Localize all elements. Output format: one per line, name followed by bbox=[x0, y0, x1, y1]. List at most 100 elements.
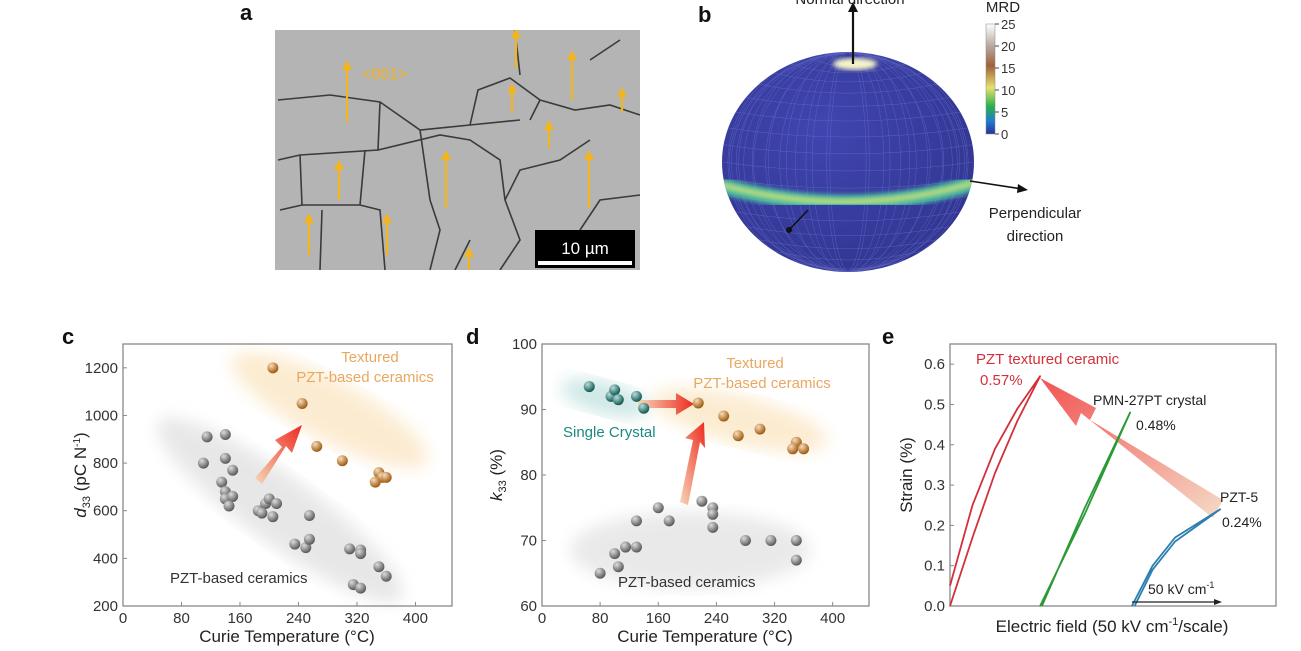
y-tick-label: 0.5 bbox=[924, 396, 945, 413]
x-axis-label-c: Curie Temperature (°C) bbox=[199, 627, 375, 646]
parallel-line bbox=[722, 161, 974, 172]
perpendicular-label-2: direction bbox=[1007, 228, 1064, 245]
x-tick-label: 160 bbox=[227, 610, 252, 627]
y-tick-label: 0.4 bbox=[924, 437, 945, 454]
grain-boundary bbox=[539, 99, 640, 116]
data-point bbox=[790, 554, 802, 566]
strain-loop bbox=[1131, 508, 1222, 607]
x-tick-label: 320 bbox=[762, 610, 787, 627]
meridian-line bbox=[767, 52, 917, 272]
meridian-line bbox=[805, 52, 885, 272]
series-label-red: PZT textured ceramic bbox=[976, 351, 1120, 368]
grain-boundary bbox=[277, 94, 521, 131]
grain-boundary bbox=[454, 239, 471, 270]
trend-arrow-d-horizontal bbox=[638, 393, 694, 415]
arrow-head-icon bbox=[617, 87, 627, 97]
x-tick-label: 240 bbox=[286, 610, 311, 627]
textured-label-2: PZT-based ceramics bbox=[693, 375, 831, 392]
meridian-line bbox=[765, 52, 945, 272]
data-point bbox=[267, 362, 279, 374]
colorbar-tick-label: 10 bbox=[1001, 83, 1015, 98]
data-point bbox=[303, 533, 315, 545]
x-tick-label: 0 bbox=[538, 610, 546, 627]
panel-d: d 0 80 160 240 320 400 60 70 80 90 100 Textured PZ… bbox=[466, 324, 870, 646]
data-point bbox=[707, 521, 719, 533]
x-tick-label: 400 bbox=[820, 610, 845, 627]
panel-label-b: b bbox=[698, 2, 711, 27]
data-point bbox=[369, 476, 381, 488]
data-point bbox=[754, 423, 766, 435]
y-tick-label: 0.3 bbox=[924, 477, 945, 494]
x-axis-label-d: Curie Temperature (°C) bbox=[617, 627, 793, 646]
strain-loop bbox=[949, 375, 1041, 607]
data-point bbox=[787, 443, 799, 455]
parallel-line bbox=[758, 83, 938, 94]
meridian-line bbox=[722, 52, 961, 272]
meridian-line bbox=[738, 52, 943, 272]
colorbar-tick-label: 5 bbox=[1001, 105, 1008, 120]
panel-label-a: a bbox=[240, 0, 253, 25]
x-axis-label-e: Electric field (50 kV cm-1/scale) bbox=[996, 616, 1229, 636]
panel-b: b Normal direction Perpendicular directi… bbox=[698, 0, 1081, 272]
grain-boundary bbox=[469, 77, 542, 126]
y-tick-label: 400 bbox=[93, 550, 118, 567]
arrow-head-icon bbox=[567, 50, 577, 60]
data-point bbox=[256, 507, 268, 519]
parallel-line bbox=[773, 72, 923, 83]
grain-boundary bbox=[504, 139, 591, 201]
data-point bbox=[355, 548, 367, 560]
data-point bbox=[303, 509, 315, 521]
pzt-label: PZT-based ceramics bbox=[618, 574, 756, 591]
data-point bbox=[197, 457, 209, 469]
data-point bbox=[612, 561, 624, 573]
colorbar-title: MRD bbox=[986, 0, 1020, 16]
grain-boundary bbox=[319, 209, 323, 270]
y-tick-label: 1000 bbox=[85, 407, 118, 424]
data-point bbox=[311, 440, 323, 452]
series-value-green: 0.48% bbox=[1136, 417, 1176, 433]
data-point bbox=[732, 430, 744, 442]
scale-bar bbox=[538, 261, 632, 265]
data-point bbox=[798, 443, 810, 455]
meridian-line bbox=[795, 52, 910, 272]
trend-arrow-d-vertical bbox=[680, 422, 705, 505]
y-tick-label: 90 bbox=[520, 402, 537, 419]
y-tick-label: 1200 bbox=[85, 360, 118, 377]
x-tick-label: 400 bbox=[403, 610, 428, 627]
data-point bbox=[344, 543, 356, 555]
data-point bbox=[271, 498, 283, 510]
data-point bbox=[620, 541, 632, 553]
data-point bbox=[790, 535, 802, 546]
y-tick-label: 60 bbox=[520, 598, 537, 615]
arrow-head-icon bbox=[544, 120, 554, 130]
trend-arrow-c bbox=[255, 425, 302, 484]
y-tick-label: 100 bbox=[512, 336, 537, 353]
perpendicular-direction-arrow bbox=[969, 180, 1023, 190]
y-tick-label: 600 bbox=[93, 503, 118, 520]
y-axis-label-c: d33 (pC N-1) bbox=[71, 432, 93, 517]
orientation-label: <001> bbox=[362, 66, 407, 83]
arrow-head-icon bbox=[511, 30, 521, 38]
x-tick-label: 0 bbox=[119, 610, 127, 627]
data-point bbox=[227, 464, 239, 476]
data-point bbox=[223, 500, 235, 512]
panel-e: e 0.0 0.1 0.2 0.3 0.4 0.5 0.6 50 kV cm-1 PZT t… bbox=[882, 324, 1277, 636]
data-point bbox=[594, 567, 606, 579]
arrow-head-icon bbox=[507, 83, 517, 93]
parallel-line bbox=[746, 97, 950, 107]
arrow-head-icon bbox=[382, 213, 392, 223]
series-label-blue: PZT-5 bbox=[1220, 489, 1258, 505]
parallel-line bbox=[790, 63, 906, 74]
data-point bbox=[267, 511, 279, 523]
scale-bar-label: 10 µm bbox=[561, 239, 609, 258]
pzt-label: PZT-based ceramics bbox=[170, 570, 308, 587]
colorbar-tick-label: 25 bbox=[1001, 17, 1015, 32]
data-point bbox=[638, 402, 650, 414]
data-point bbox=[696, 495, 708, 507]
meridian-line bbox=[743, 52, 969, 272]
meridian-line bbox=[779, 52, 929, 272]
data-point bbox=[219, 452, 231, 464]
data-point bbox=[380, 570, 392, 582]
meridian-line bbox=[811, 52, 891, 272]
